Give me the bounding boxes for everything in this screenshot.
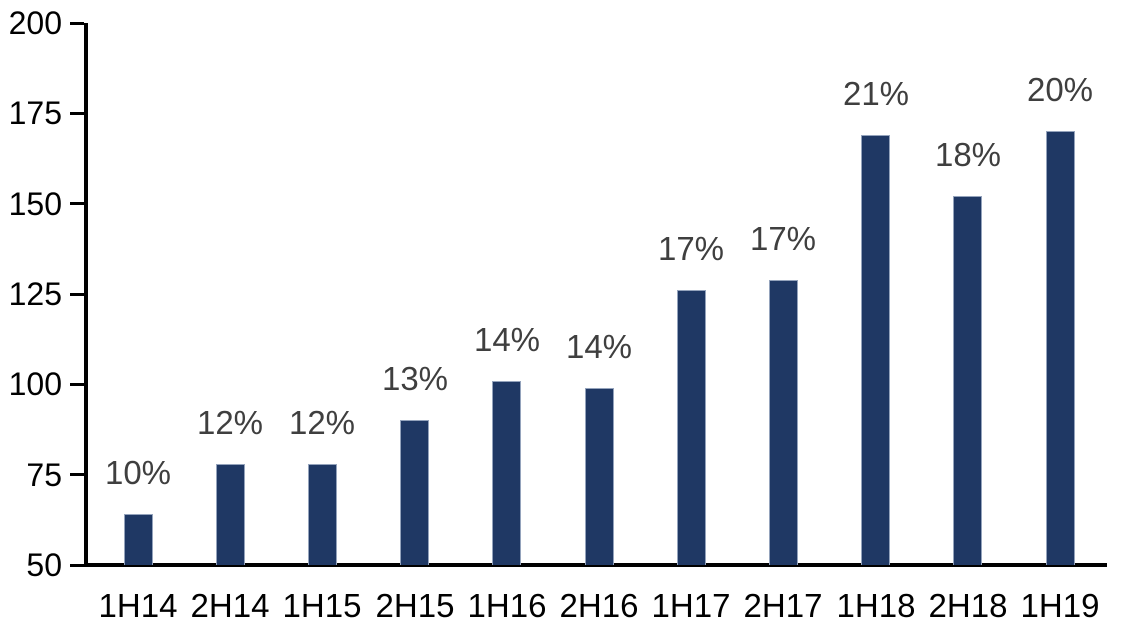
x-tick-label: 2H15 [375, 587, 455, 624]
bar [308, 464, 337, 565]
x-axis-line [84, 563, 1107, 567]
bar-value-label: 18% [934, 136, 1002, 173]
y-axis-tick [70, 22, 84, 25]
y-tick-label: 75 [26, 457, 62, 493]
x-tick-label: 2H16 [559, 587, 639, 624]
bar [677, 290, 706, 565]
bar [216, 464, 245, 565]
bar-value-label: 10% [104, 454, 172, 491]
y-axis-line [84, 23, 88, 567]
x-tick-label: 2H18 [928, 587, 1008, 624]
bar-value-label: 17% [749, 220, 817, 257]
bar-value-label: 12% [288, 404, 356, 441]
x-tick-label: 1H15 [282, 587, 362, 624]
bar-value-label: 12% [196, 404, 264, 441]
y-tick-label: 150 [8, 186, 62, 222]
bar-value-label: 13% [381, 360, 449, 397]
bar-value-label: 21% [842, 75, 910, 112]
y-axis-tick [70, 473, 84, 476]
y-tick-label: 125 [8, 276, 62, 312]
y-axis-tick [70, 112, 84, 115]
x-tick-label: 1H16 [467, 587, 547, 624]
x-tick-label: 1H14 [98, 587, 178, 624]
bar [124, 514, 153, 565]
x-tick-label: 1H19 [1020, 587, 1100, 624]
bar [861, 135, 890, 565]
x-tick-label: 2H14 [190, 587, 270, 624]
bar [769, 280, 798, 565]
bar [400, 420, 429, 565]
y-axis-tick [70, 564, 84, 567]
bar [953, 196, 982, 565]
bar-value-label: 14% [473, 321, 541, 358]
bar [585, 388, 614, 565]
x-tick-label: 1H17 [651, 587, 731, 624]
y-tick-label: 200 [8, 5, 62, 41]
y-tick-label: 100 [8, 366, 62, 402]
bar [492, 381, 521, 565]
y-tick-label: 50 [26, 547, 62, 583]
x-tick-label: 1H18 [836, 587, 916, 624]
x-tick-label: 2H17 [743, 587, 823, 624]
bar-value-label: 17% [657, 230, 725, 267]
bar-value-label: 14% [565, 328, 633, 365]
bar-value-label: 20% [1026, 71, 1094, 108]
y-tick-label: 175 [8, 95, 62, 131]
y-axis-tick [70, 383, 84, 386]
y-axis-tick [70, 293, 84, 296]
bar [1046, 131, 1075, 565]
y-axis-tick [70, 202, 84, 205]
